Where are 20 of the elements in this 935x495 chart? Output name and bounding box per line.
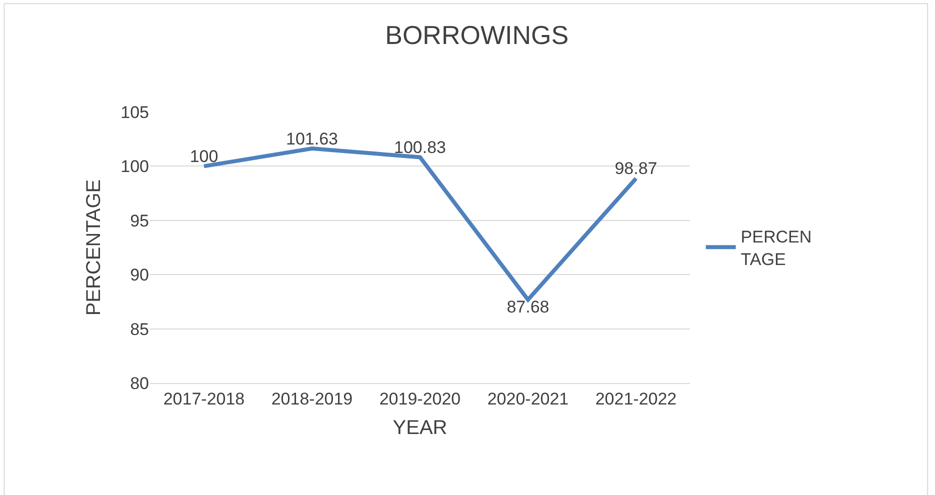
data-label: 98.87	[614, 159, 658, 178]
chart-title: BORROWINGS	[385, 20, 569, 50]
data-label: 87.68	[506, 298, 550, 316]
x-tick-label: 2020-2021	[487, 389, 569, 408]
legend-label: PERCENTAGE	[740, 228, 812, 269]
y-tick-label: 90	[130, 266, 149, 285]
y-tick-label: 105	[120, 102, 149, 122]
y-tick-label: 100	[120, 157, 149, 176]
y-tick-label: 95	[130, 211, 149, 230]
x-tick-label: 2018-2019	[271, 389, 353, 408]
x-tick-label: 2017-2018	[163, 389, 245, 408]
x-axis-title: YEAR	[392, 416, 448, 439]
x-tick-label: 2019-2020	[379, 389, 461, 408]
data-label: 101.63	[286, 129, 338, 148]
x-tick-label: 2021-2022	[595, 389, 677, 408]
data-label: 100	[190, 146, 218, 166]
data-label: 100.83	[394, 138, 446, 157]
y-tick-label: 85	[130, 320, 149, 339]
y-axis-title: PERCENTAGE	[83, 179, 106, 316]
y-tick-label: 80	[130, 374, 149, 393]
